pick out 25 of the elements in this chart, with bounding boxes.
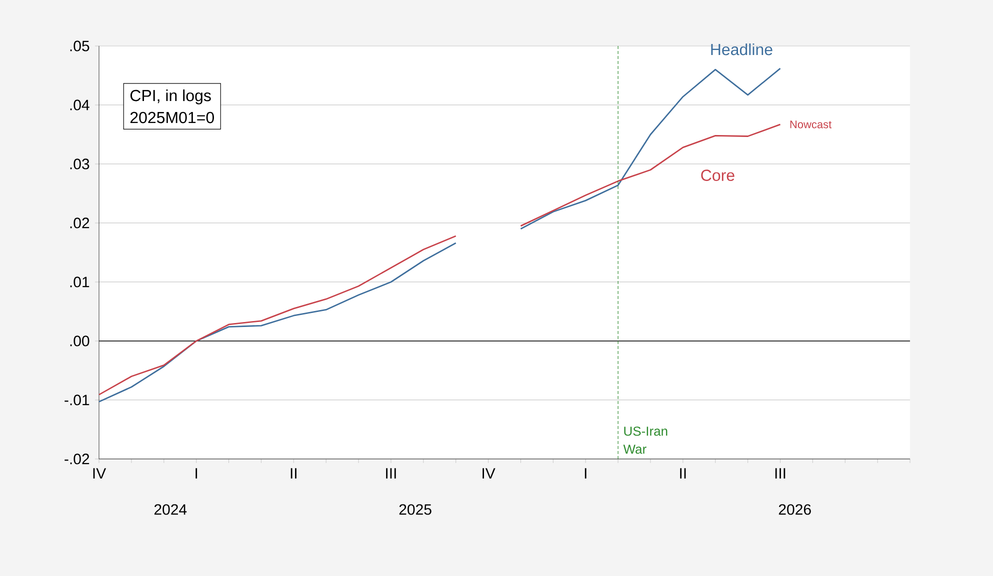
x-tick-label: IV	[93, 468, 106, 479]
series-label: Core	[701, 170, 734, 181]
x-tick-label: II	[290, 468, 296, 479]
x-tick-label: III	[386, 468, 396, 479]
x-tick-label: III	[775, 468, 786, 479]
x-tick-label: I	[584, 468, 586, 479]
x-tick-label: II	[680, 468, 686, 479]
text: 2025	[399, 504, 432, 515]
y-tick-label: -.02	[64, 454, 90, 464]
annotation: Nowcast	[790, 120, 832, 128]
annotation: US-Iran War	[623, 426, 668, 454]
y-tick-label: .04	[70, 100, 90, 110]
annotation: CPI, in logs	[130, 89, 211, 104]
x-tick-label: IV	[482, 468, 496, 479]
text: 2026	[778, 504, 811, 515]
y-tick-label: .02	[70, 218, 90, 228]
y-tick-label: .05	[70, 40, 90, 52]
series-label: Headline	[711, 43, 772, 56]
y-tick-label: -.01	[64, 394, 90, 406]
y-tick-label: .00	[70, 336, 90, 346]
annotation: 2025M01=0	[130, 112, 214, 124]
x-tick-label: I	[196, 468, 198, 479]
y-tick-label: .01	[70, 276, 90, 288]
y-tick-label: .03	[70, 158, 90, 170]
text: 2024	[154, 504, 187, 515]
